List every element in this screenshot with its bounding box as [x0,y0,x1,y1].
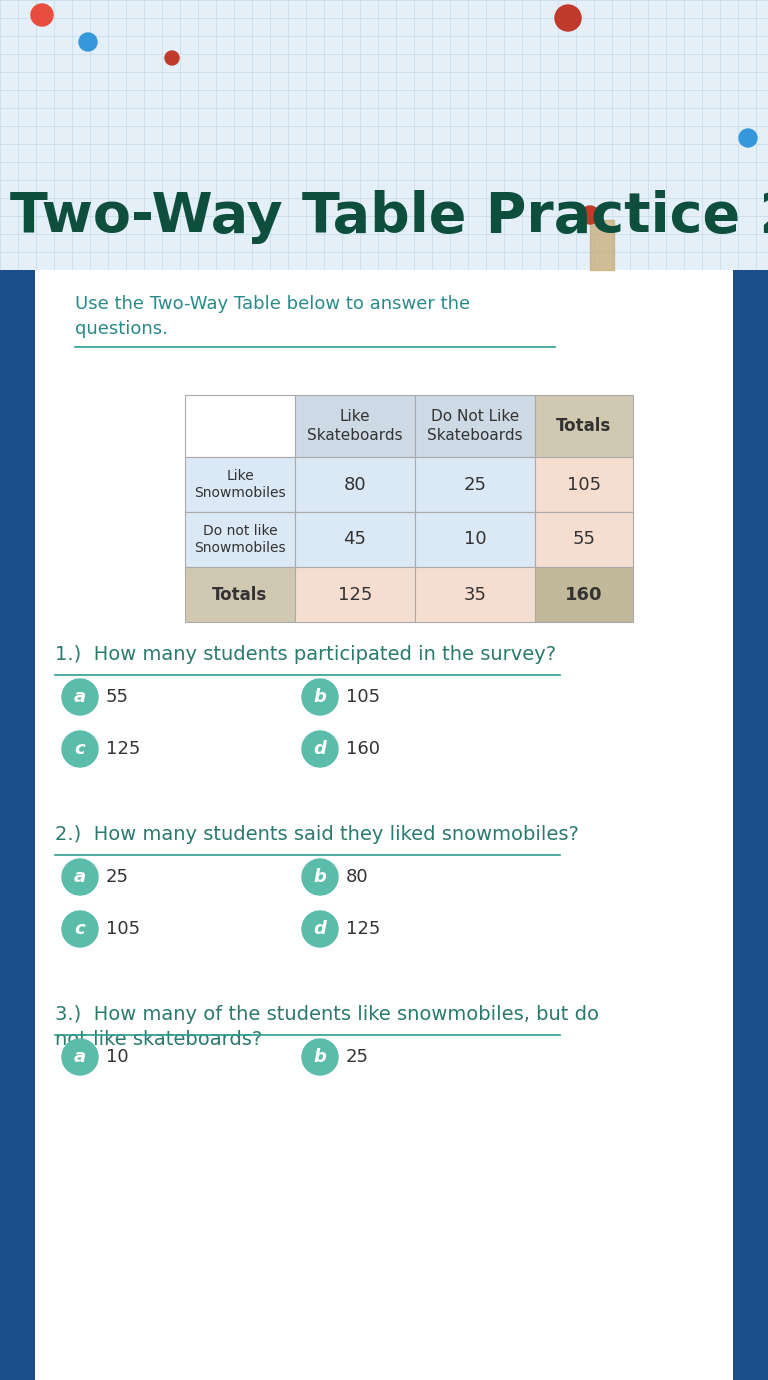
FancyBboxPatch shape [185,512,295,567]
Text: Like
Skateboards: Like Skateboards [307,408,402,443]
FancyBboxPatch shape [535,512,633,567]
FancyBboxPatch shape [295,512,415,567]
Text: c: c [74,920,85,938]
FancyBboxPatch shape [295,567,415,622]
FancyBboxPatch shape [295,395,415,457]
Text: 55: 55 [106,689,129,707]
Text: 25: 25 [106,868,129,886]
Circle shape [62,731,98,767]
FancyBboxPatch shape [0,270,35,1380]
Polygon shape [590,219,614,270]
Text: Like
Snowmobiles: Like Snowmobiles [194,469,286,501]
Text: Do Not Like
Skateboards: Do Not Like Skateboards [427,408,523,443]
FancyBboxPatch shape [35,270,733,1380]
Circle shape [31,4,53,26]
FancyBboxPatch shape [733,270,768,1380]
Text: 160: 160 [565,585,603,603]
Text: b: b [313,1047,326,1065]
Circle shape [302,911,338,947]
Circle shape [581,206,599,224]
Text: 45: 45 [343,530,366,548]
Text: Two-Way Table Practice 2: Two-Way Table Practice 2 [10,190,768,244]
Text: Do not like
Snowmobiles: Do not like Snowmobiles [194,523,286,555]
Text: 80: 80 [344,476,366,494]
FancyBboxPatch shape [535,567,633,622]
FancyBboxPatch shape [185,567,295,622]
Circle shape [62,858,98,896]
Text: 105: 105 [106,920,140,938]
FancyBboxPatch shape [415,512,535,567]
Text: a: a [74,868,86,886]
Text: b: b [313,868,326,886]
Circle shape [62,1039,98,1075]
Text: d: d [313,920,326,938]
Text: 10: 10 [464,530,486,548]
FancyBboxPatch shape [535,395,633,457]
Text: 25: 25 [346,1047,369,1065]
Text: 105: 105 [567,476,601,494]
Text: 160: 160 [346,740,380,758]
FancyBboxPatch shape [415,395,535,457]
Text: 55: 55 [572,530,595,548]
Text: 2.)  How many students said they liked snowmobiles?: 2.) How many students said they liked sn… [55,825,579,845]
Text: 105: 105 [346,689,380,707]
Text: 125: 125 [338,585,372,603]
FancyBboxPatch shape [185,457,295,512]
Circle shape [62,911,98,947]
Circle shape [739,128,757,148]
Text: 3.)  How many of the students like snowmobiles, but do
not like skateboards?: 3.) How many of the students like snowmo… [55,1005,599,1049]
Text: 25: 25 [464,476,486,494]
Circle shape [555,6,581,30]
Circle shape [302,858,338,896]
FancyBboxPatch shape [295,457,415,512]
FancyBboxPatch shape [415,457,535,512]
FancyBboxPatch shape [185,395,295,457]
Text: b: b [313,689,326,707]
Circle shape [62,679,98,715]
Circle shape [302,1039,338,1075]
Text: 80: 80 [346,868,369,886]
Text: 10: 10 [106,1047,128,1065]
FancyBboxPatch shape [535,457,633,512]
Circle shape [165,51,179,65]
Circle shape [79,33,97,51]
Text: d: d [313,740,326,758]
Text: 125: 125 [346,920,380,938]
Text: 35: 35 [464,585,486,603]
Text: 125: 125 [106,740,141,758]
Circle shape [302,679,338,715]
Circle shape [302,731,338,767]
Text: a: a [74,689,86,707]
Text: a: a [74,1047,86,1065]
Text: c: c [74,740,85,758]
FancyBboxPatch shape [0,0,768,270]
Text: Totals: Totals [213,585,267,603]
FancyBboxPatch shape [415,567,535,622]
Text: 1.)  How many students participated in the survey?: 1.) How many students participated in th… [55,644,556,664]
Text: Use the Two-Way Table below to answer the
questions.: Use the Two-Way Table below to answer th… [75,295,470,338]
Text: Totals: Totals [556,417,611,435]
